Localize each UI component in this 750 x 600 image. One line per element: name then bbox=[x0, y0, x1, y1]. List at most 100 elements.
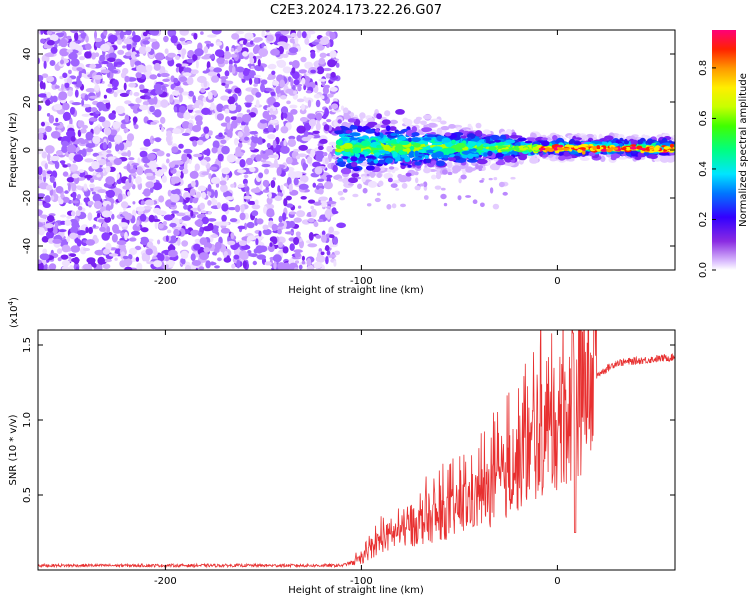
spectrogram-cell bbox=[171, 146, 179, 153]
spectrogram-cell bbox=[244, 183, 248, 188]
spectrogram-cell bbox=[247, 200, 256, 205]
spectrogram-cell bbox=[530, 152, 535, 155]
spectrogram-cell bbox=[255, 238, 259, 246]
spectrogram-cell bbox=[39, 80, 44, 90]
spectrogram-cell bbox=[283, 198, 288, 207]
spectrogram-cell bbox=[108, 34, 118, 43]
spectrogram-cell bbox=[50, 46, 58, 54]
spectrogram-cell bbox=[310, 69, 316, 74]
spectrogram-cell bbox=[436, 127, 443, 135]
spectrogram-cell bbox=[147, 241, 154, 248]
spectrogram-cell bbox=[85, 88, 96, 93]
spectrogram-cell bbox=[301, 103, 305, 111]
spectrogram-cell bbox=[282, 112, 288, 119]
spectrogram-cell bbox=[106, 189, 115, 198]
spectrogram-cell bbox=[260, 83, 265, 93]
spectrogram-cell bbox=[630, 139, 638, 145]
spectrogram-cell bbox=[59, 75, 64, 80]
spectrogram-cell bbox=[306, 156, 313, 164]
spectrogram-cell bbox=[326, 174, 333, 178]
spectrogram-cell bbox=[290, 109, 298, 115]
spectrogram-cell bbox=[181, 48, 187, 56]
spectrogram-cell bbox=[68, 52, 78, 60]
spectrogram-cell bbox=[369, 171, 376, 177]
spectrogram-cell bbox=[331, 207, 337, 215]
spectrogram-cell bbox=[156, 210, 167, 216]
spectrogram-cell bbox=[38, 104, 42, 112]
spectrogram-cell bbox=[506, 128, 511, 135]
spectrogram-cell bbox=[234, 204, 241, 213]
spectrogram-cell bbox=[312, 130, 320, 134]
spectrogram-cell bbox=[64, 82, 70, 89]
spectrogram-cell bbox=[70, 245, 81, 253]
spectrogram-cell bbox=[145, 172, 154, 177]
spectrogram-cell bbox=[273, 261, 277, 270]
spectrogram-cell bbox=[322, 67, 332, 72]
spectrogram-cell bbox=[276, 167, 282, 176]
spectrogram-cell bbox=[149, 74, 158, 80]
spectrogram-cell bbox=[73, 256, 80, 265]
spectrogram-cell bbox=[243, 125, 250, 135]
spectrogram-cell bbox=[78, 70, 82, 79]
spectrogram-cell bbox=[111, 213, 115, 220]
spectrogram-cell bbox=[407, 164, 412, 168]
spectrogram-cell bbox=[600, 155, 606, 162]
spectrogram-cell bbox=[63, 115, 68, 121]
spectrogram-cell bbox=[237, 169, 247, 174]
spectrogram-cell bbox=[384, 157, 393, 164]
spectrogram-cell bbox=[389, 126, 397, 131]
spectrogram-cell bbox=[318, 188, 324, 195]
spectrogram-cell bbox=[173, 228, 180, 237]
spectrogram-cell bbox=[96, 174, 101, 178]
spectrogram-cell bbox=[71, 191, 77, 199]
spectrogram-cell bbox=[319, 138, 328, 144]
spectrogram-cell bbox=[220, 184, 228, 193]
spectrogram-cell bbox=[277, 185, 281, 193]
spectrogram-cell bbox=[213, 67, 223, 73]
spectrogram-cell bbox=[203, 126, 210, 134]
spectrogram-cell bbox=[545, 147, 551, 152]
spectrogram-cell bbox=[241, 244, 251, 250]
spectrogram-cell bbox=[107, 156, 116, 161]
spectrogram-cell bbox=[270, 180, 276, 188]
spectrogram-cell bbox=[246, 109, 251, 113]
spectrogram-cell bbox=[39, 253, 50, 261]
spectrogram-cell bbox=[94, 38, 103, 42]
spectrogram-cell bbox=[391, 203, 397, 209]
spectrogram-cell bbox=[207, 166, 218, 171]
spectrogram-cell bbox=[492, 203, 500, 210]
spectrogram-cell bbox=[94, 84, 100, 91]
spectrogram-cell bbox=[312, 161, 321, 168]
y-tick-label: 0.5 bbox=[22, 487, 33, 503]
spectrogram-cell bbox=[317, 178, 325, 182]
spectrogram-cell bbox=[557, 148, 564, 151]
spectrogram-cell bbox=[155, 267, 164, 270]
spectrogram-cell bbox=[235, 66, 245, 73]
spectrogram-cell bbox=[326, 211, 331, 220]
spectrogram-cell bbox=[472, 199, 478, 204]
spectrogram-cell bbox=[68, 256, 72, 263]
spectrogram-cell bbox=[180, 250, 189, 260]
spectrogram-cell bbox=[84, 51, 92, 59]
spectrogram-cell bbox=[216, 202, 221, 209]
spectrogram-cell bbox=[386, 204, 392, 210]
spectrogram-cell bbox=[298, 264, 303, 270]
spectrogram-cell bbox=[356, 176, 361, 180]
spectrogram-cell bbox=[337, 119, 342, 124]
spectrogram-cell bbox=[60, 214, 67, 218]
spectrogram-cell bbox=[49, 263, 57, 270]
spectrogram-cell bbox=[115, 144, 120, 152]
spectrogram-cell bbox=[243, 174, 249, 178]
spectrogram-cell bbox=[190, 230, 198, 237]
spectrogram-cell bbox=[220, 95, 230, 101]
spectrogram-cell bbox=[196, 123, 201, 130]
spectrogram-cell bbox=[52, 238, 62, 244]
spectrogram-cell bbox=[234, 87, 242, 94]
spectrogram-cell bbox=[85, 239, 96, 246]
spectrogram-cell bbox=[630, 144, 637, 147]
spectrogram-cell bbox=[107, 83, 113, 88]
spectrogram-cell bbox=[467, 153, 474, 159]
spectrogram-cell bbox=[293, 79, 300, 86]
spectrogram-cell bbox=[134, 245, 142, 251]
spectrogram-cell bbox=[43, 202, 51, 208]
